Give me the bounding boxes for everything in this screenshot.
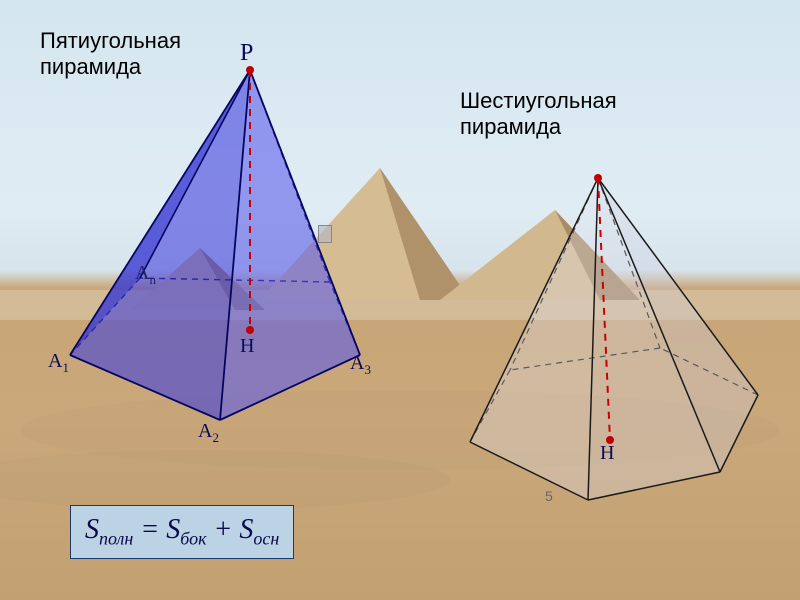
label-H-right: H xyxy=(600,442,614,465)
formula-bok: бок xyxy=(180,529,206,549)
formula-poln: полн xyxy=(99,529,133,549)
page-number: 5 xyxy=(545,488,553,504)
scene-background: Пятиугольная пирамида Шестиугольная пира… xyxy=(0,0,800,600)
formula-osn: осн xyxy=(253,529,279,549)
hexagonal-title: Шестиугольная пирамида xyxy=(460,88,617,141)
apex-label-p: P xyxy=(240,40,253,67)
label-A1-a: A xyxy=(48,350,62,372)
label-H-left-text: H xyxy=(240,335,254,357)
label-A3-a: A xyxy=(350,352,364,374)
label-An-sub: n xyxy=(149,272,156,287)
label-A1: A1 xyxy=(48,350,69,376)
label-An-a: A xyxy=(135,262,149,284)
formula-eq: = xyxy=(133,514,166,545)
hexagonal-title-line1: Шестиугольная xyxy=(460,88,617,113)
pentagonal-title-line2: пирамида xyxy=(40,54,141,79)
pentagonal-title: Пятиугольная пирамида xyxy=(40,28,181,81)
label-A2: A2 xyxy=(198,420,219,446)
label-H-left: H xyxy=(240,335,254,358)
label-An: An xyxy=(135,262,156,288)
formula-S1: S xyxy=(85,514,99,545)
label-A2-sub: 2 xyxy=(212,430,219,445)
label-A3: A3 xyxy=(350,352,371,378)
label-A1-sub: 1 xyxy=(62,360,69,375)
label-A3-sub: 3 xyxy=(364,362,371,377)
label-H-right-text: H xyxy=(600,442,614,464)
hexagonal-title-line2: пирамида xyxy=(460,114,561,139)
formula-plus: + xyxy=(207,514,240,545)
formula-S2: S xyxy=(166,514,180,545)
formula-box: Sполн = Sбок + Sосн xyxy=(70,505,294,559)
formula-S3: S xyxy=(239,514,253,545)
label-P: P xyxy=(240,40,253,66)
pentagonal-title-line1: Пятиугольная xyxy=(40,28,181,53)
artifact-rect xyxy=(318,225,332,243)
label-A2-a: A xyxy=(198,420,212,442)
